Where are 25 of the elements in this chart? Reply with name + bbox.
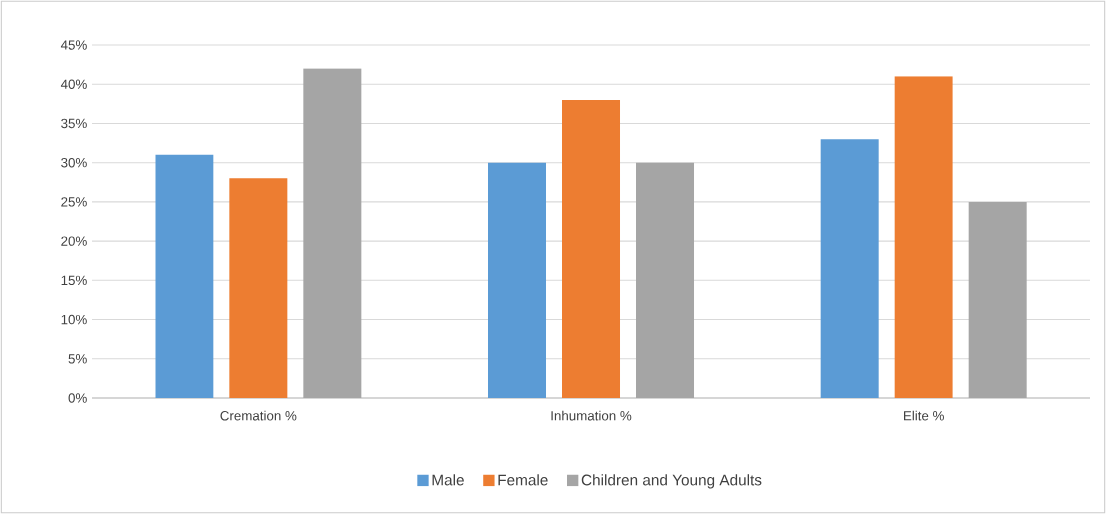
- bar: [820, 139, 879, 398]
- bar: [894, 76, 953, 398]
- y-tick-label: 35%: [61, 118, 87, 129]
- x-tick-label: Elite %: [904, 410, 944, 421]
- legend-label: Female: [498, 474, 548, 486]
- bar: [303, 68, 362, 398]
- x-tick-label: Inhumation %: [551, 410, 632, 421]
- y-tick-label: 30%: [61, 157, 87, 168]
- y-tick-label: 25%: [61, 197, 87, 207]
- bar: [636, 162, 695, 398]
- x-tick-label: Cremation %: [220, 410, 297, 421]
- bar: [155, 154, 214, 398]
- legend-label: Children and Young Adults: [581, 474, 762, 489]
- bar: [562, 99, 621, 398]
- bar: [229, 178, 288, 398]
- y-tick-label: 15%: [61, 275, 87, 286]
- y-tick-label: 20%: [61, 236, 87, 246]
- y-tick-label: 5%: [68, 354, 87, 364]
- y-tick-label: 45%: [60, 40, 87, 50]
- bar: [968, 201, 1027, 398]
- legend-label: Male: [432, 474, 464, 486]
- y-tick-label: 10%: [61, 314, 87, 325]
- bar: [488, 162, 546, 398]
- y-tick-label: 0%: [68, 393, 87, 403]
- y-tick-label: 40%: [60, 79, 87, 89]
